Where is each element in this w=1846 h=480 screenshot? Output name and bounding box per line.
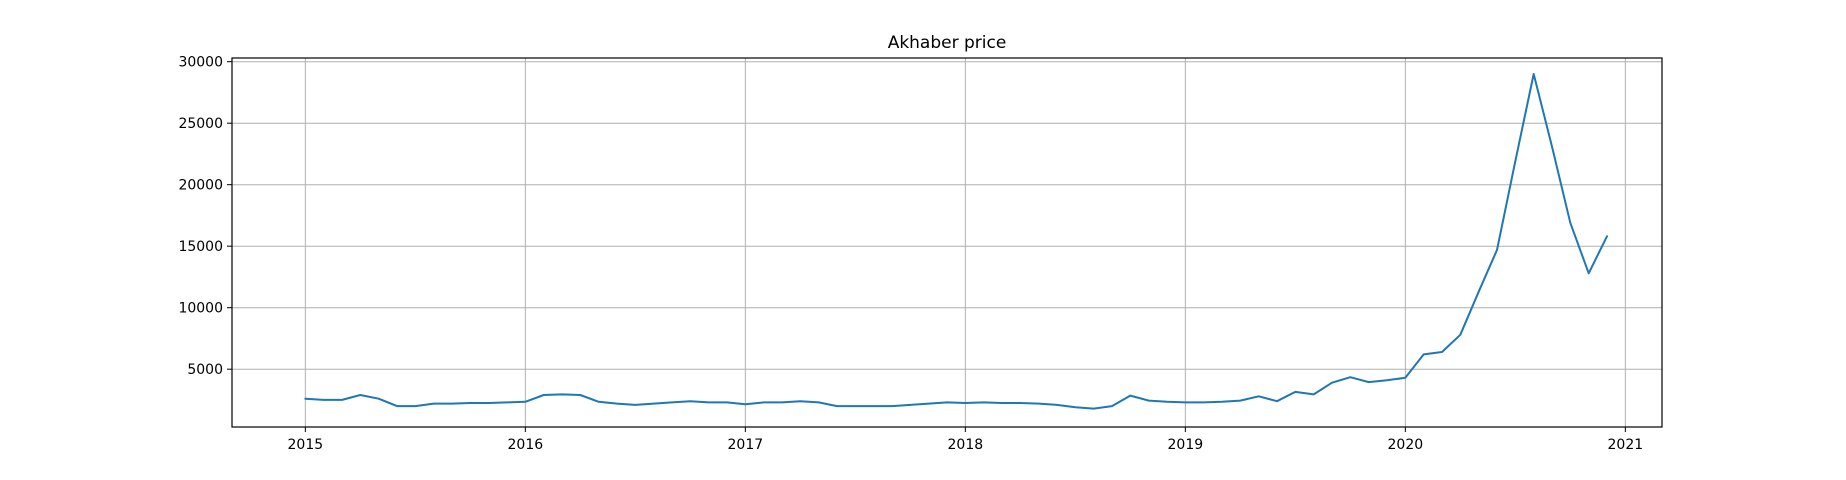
y-tick-label: 10000: [178, 301, 223, 317]
grid-lines: [232, 58, 1662, 427]
y-tick-label: 30000: [178, 55, 223, 71]
plot-frame: [231, 57, 1663, 428]
x-tick-label: 2015: [288, 437, 324, 453]
y-tick-label: 20000: [178, 178, 223, 194]
y-tick-label: 5000: [187, 362, 223, 378]
y-tick-label: 25000: [178, 116, 223, 132]
series-line: [304, 73, 1608, 410]
series-layer: [304, 73, 1608, 410]
y-tick-label: 15000: [178, 239, 223, 255]
x-tick-label: 2018: [948, 437, 984, 453]
x-tick-label: 2017: [728, 437, 764, 453]
x-tick-label: 2020: [1388, 437, 1424, 453]
chart-title: Akhaber price: [888, 33, 1007, 53]
x-tick-label: 2021: [1608, 437, 1644, 453]
x-tick-label: 2019: [1168, 437, 1204, 453]
axis-ticks: 2015 2016 2017 2018 2019 2020 2021 5000 10000 150…: [178, 55, 1643, 453]
x-tick-label: 2016: [508, 437, 544, 453]
